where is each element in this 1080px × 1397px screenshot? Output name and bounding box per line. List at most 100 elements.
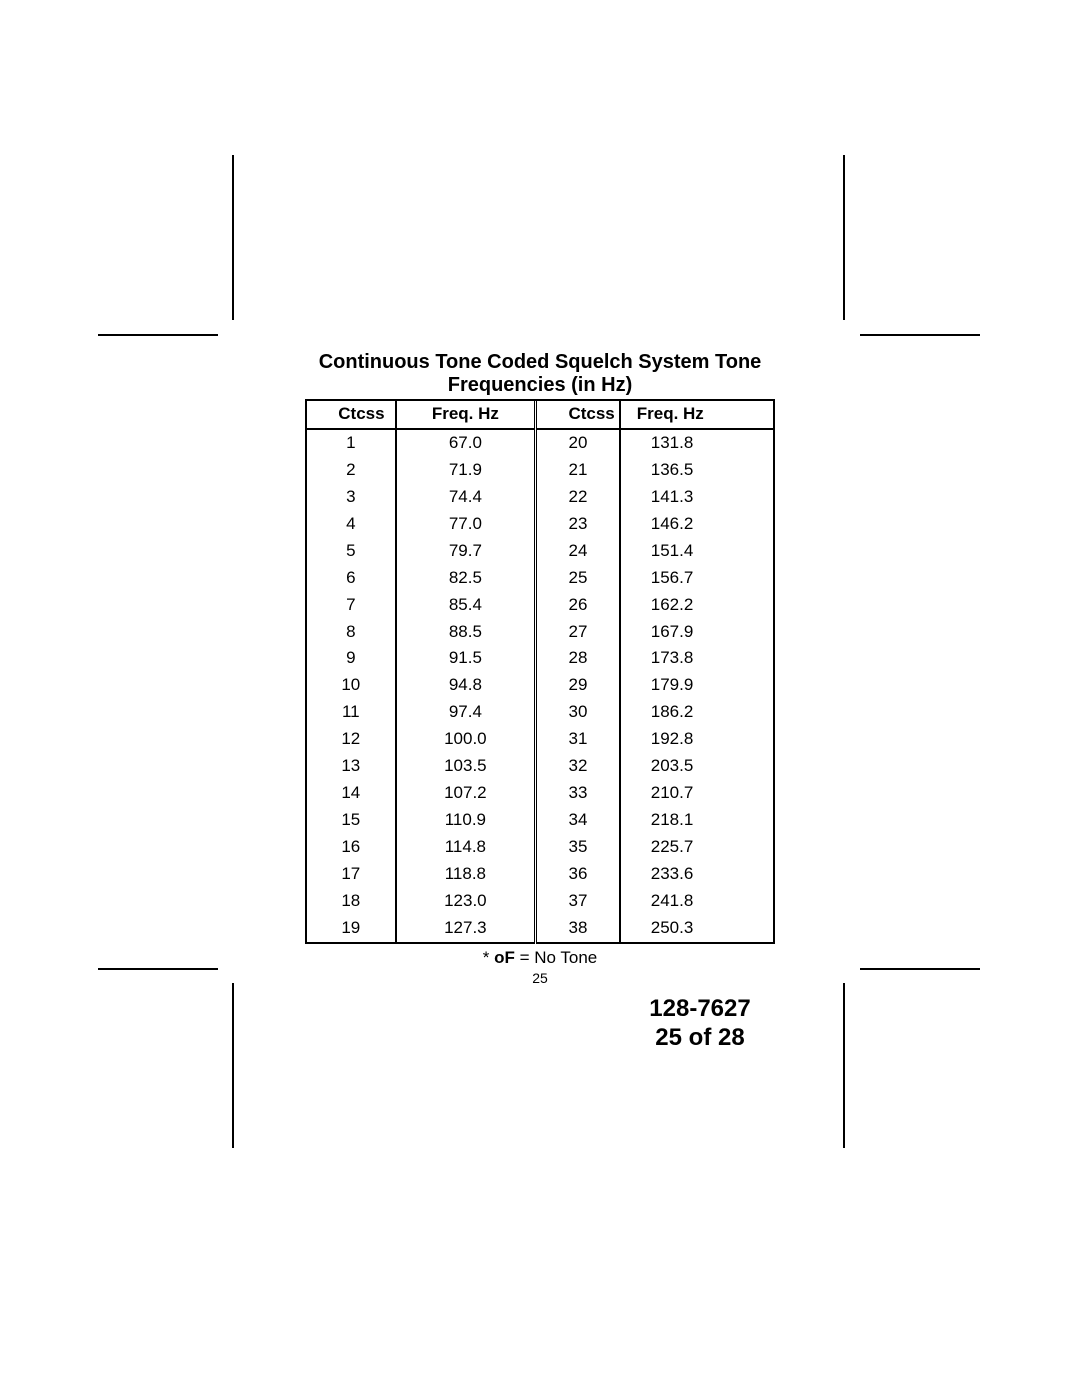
ctcss-table: Ctcss Freq. Hz Ctcss Freq. Hz 167.020131…	[305, 399, 775, 944]
table-row: 1197.430186.2	[306, 699, 774, 726]
table-cell: 118.8	[396, 861, 536, 888]
crop-mark	[860, 968, 980, 970]
page-title-line2: Frequencies (in Hz)	[442, 374, 638, 401]
table-row: 17118.836233.6	[306, 861, 774, 888]
table-cell: 2	[306, 457, 396, 484]
table-cell: 167.9	[620, 619, 774, 646]
table-cell: 131.8	[620, 429, 774, 457]
footnote-prefix: *	[483, 948, 494, 967]
table-cell: 241.8	[620, 888, 774, 915]
page-title-line2-wrap: Frequencies (in Hz)	[260, 374, 820, 401]
table-cell: 97.4	[396, 699, 536, 726]
table-cell: 18	[306, 888, 396, 915]
table-cell: 233.6	[620, 861, 774, 888]
table-cell: 94.8	[396, 672, 536, 699]
table-cell: 32	[536, 753, 620, 780]
imposition-label: 128-7627 25 of 28	[570, 995, 830, 1053]
table-cell: 218.1	[620, 807, 774, 834]
table-row: 1094.829179.9	[306, 672, 774, 699]
table-cell: 136.5	[620, 457, 774, 484]
table-cell: 25	[536, 565, 620, 592]
table-header-row: Ctcss Freq. Hz Ctcss Freq. Hz	[306, 400, 774, 429]
table-cell: 34	[536, 807, 620, 834]
table-cell: 173.8	[620, 645, 774, 672]
col-freq-1: Freq. Hz	[396, 400, 536, 429]
table-cell: 151.4	[620, 538, 774, 565]
crop-mark	[843, 983, 845, 1148]
table-cell: 26	[536, 592, 620, 619]
table-row: 579.724151.4	[306, 538, 774, 565]
table-cell: 210.7	[620, 780, 774, 807]
table-cell: 103.5	[396, 753, 536, 780]
table-cell: 35	[536, 834, 620, 861]
table-cell: 123.0	[396, 888, 536, 915]
table-cell: 79.7	[396, 538, 536, 565]
table-cell: 20	[536, 429, 620, 457]
table-cell: 12	[306, 726, 396, 753]
table-cell: 8	[306, 619, 396, 646]
table-cell: 203.5	[620, 753, 774, 780]
table-cell: 186.2	[620, 699, 774, 726]
table-row: 12100.031192.8	[306, 726, 774, 753]
table-cell: 29	[536, 672, 620, 699]
crop-mark	[232, 983, 234, 1148]
page-title-line1: Continuous Tone Coded Squelch System Ton…	[260, 350, 820, 374]
table-row: 13103.532203.5	[306, 753, 774, 780]
table-cell: 141.3	[620, 484, 774, 511]
table-cell: 88.5	[396, 619, 536, 646]
col-ctcss-1: Ctcss	[306, 400, 396, 429]
table-cell: 71.9	[396, 457, 536, 484]
table-cell: 19	[306, 915, 396, 943]
table-cell: 27	[536, 619, 620, 646]
table-row: 888.527167.9	[306, 619, 774, 646]
table-cell: 74.4	[396, 484, 536, 511]
imposition-page: 25 of 28	[570, 1024, 830, 1053]
table-cell: 37	[536, 888, 620, 915]
table-row: 18123.037241.8	[306, 888, 774, 915]
table-cell: 179.9	[620, 672, 774, 699]
table-cell: 24	[536, 538, 620, 565]
table-cell: 7	[306, 592, 396, 619]
table-cell: 31	[536, 726, 620, 753]
col-freq-2: Freq. Hz	[620, 400, 774, 429]
crop-mark	[843, 155, 845, 320]
table-cell: 28	[536, 645, 620, 672]
table-cell: 38	[536, 915, 620, 943]
table-row: 682.525156.7	[306, 565, 774, 592]
crop-mark	[98, 334, 218, 336]
table-cell: 67.0	[396, 429, 536, 457]
table-cell: 91.5	[396, 645, 536, 672]
table-cell: 30	[536, 699, 620, 726]
table-cell: 107.2	[396, 780, 536, 807]
table-cell: 77.0	[396, 511, 536, 538]
table-cell: 11	[306, 699, 396, 726]
table-cell: 146.2	[620, 511, 774, 538]
table-cell: 156.7	[620, 565, 774, 592]
table-row: 167.020131.8	[306, 429, 774, 457]
table-row: 477.023146.2	[306, 511, 774, 538]
crop-mark	[232, 155, 234, 320]
footnote: * oF = No Tone	[260, 948, 820, 968]
table-cell: 3	[306, 484, 396, 511]
table-cell: 127.3	[396, 915, 536, 943]
table-cell: 85.4	[396, 592, 536, 619]
table-cell: 13	[306, 753, 396, 780]
table-row: 19127.338250.3	[306, 915, 774, 943]
table-cell: 22	[536, 484, 620, 511]
table-row: 14107.233210.7	[306, 780, 774, 807]
table-cell: 4	[306, 511, 396, 538]
table-cell: 17	[306, 861, 396, 888]
table-row: 991.528173.8	[306, 645, 774, 672]
col-ctcss-2: Ctcss	[536, 400, 620, 429]
table-cell: 10	[306, 672, 396, 699]
table-cell: 162.2	[620, 592, 774, 619]
table-cell: 15	[306, 807, 396, 834]
table-row: 15110.934218.1	[306, 807, 774, 834]
table-row: 16114.835225.7	[306, 834, 774, 861]
footnote-bold: oF	[494, 948, 515, 967]
table-cell: 16	[306, 834, 396, 861]
table-cell: 192.8	[620, 726, 774, 753]
table-cell: 110.9	[396, 807, 536, 834]
table-cell: 100.0	[396, 726, 536, 753]
table-cell: 82.5	[396, 565, 536, 592]
